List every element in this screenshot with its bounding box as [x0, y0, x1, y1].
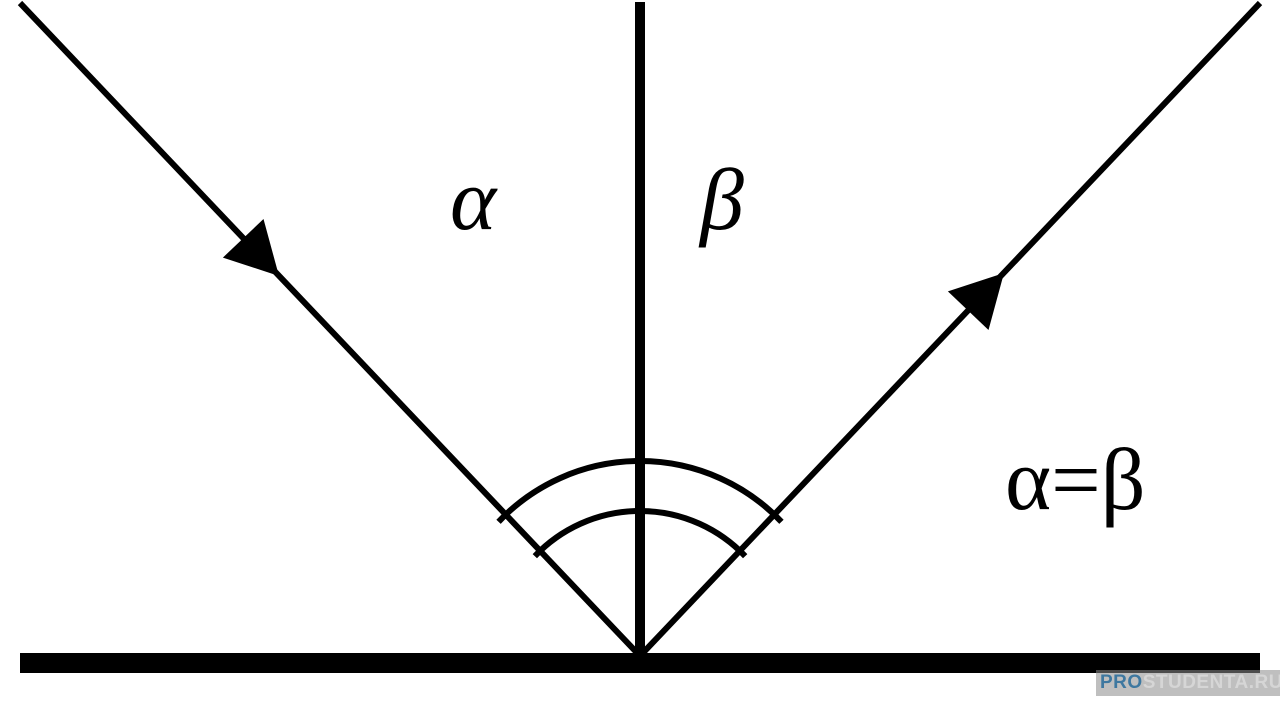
watermark-rest: STUDENTA.RU	[1143, 672, 1280, 693]
angle-beta-label: β	[700, 150, 744, 251]
reflected-ray	[640, 3, 1260, 656]
angle-alpha-label: α	[450, 150, 496, 251]
watermark: PROSTUDENTA.RU	[1096, 670, 1280, 696]
reflection-diagram	[0, 0, 1280, 705]
watermark-pro: PRO	[1100, 672, 1143, 693]
equation-label: α=β	[1005, 430, 1146, 531]
incident-ray	[20, 3, 640, 656]
normal-line	[635, 2, 645, 655]
